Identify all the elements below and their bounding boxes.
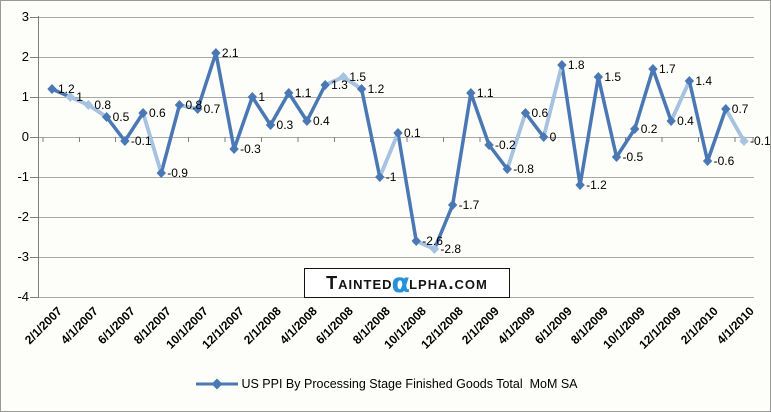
- data-label: 1.1: [476, 86, 494, 100]
- y-axis-tick-label: 0: [21, 129, 29, 144]
- data-label: 0.1: [404, 126, 421, 140]
- data-label: 0.4: [677, 114, 694, 128]
- data-label: -2.6: [422, 234, 443, 248]
- y-axis-tick-label: 3: [21, 9, 29, 24]
- y-axis-tick-label: -4: [17, 289, 29, 304]
- data-label: -0.1: [750, 134, 771, 148]
- data-label: 0.3: [276, 118, 294, 132]
- data-label: 0.5: [112, 110, 130, 124]
- data-label: 1.3: [331, 78, 348, 92]
- data-label: 0.8: [185, 98, 203, 112]
- data-label: -0.5: [622, 150, 644, 164]
- data-label: 1.1: [294, 86, 312, 100]
- watermark-text-suffix: lpha.com: [409, 273, 488, 293]
- y-axis-tick-label: 1: [21, 89, 29, 104]
- data-label: -1.7: [458, 198, 480, 212]
- y-axis-tick-label: 2: [21, 49, 29, 64]
- data-label: 1: [76, 90, 83, 104]
- data-label: 0.2: [640, 122, 658, 136]
- data-label: -0.1: [130, 134, 152, 148]
- data-label: -0.6: [713, 154, 735, 168]
- data-label: 0.8: [94, 98, 112, 112]
- data-label: 1.7: [658, 62, 676, 76]
- data-label: 0.4: [312, 114, 330, 128]
- data-label: 0.6: [531, 106, 549, 120]
- y-axis-tick-label: -1: [17, 169, 29, 184]
- data-label: 0.6: [149, 106, 166, 120]
- data-label: 1.4: [695, 74, 713, 88]
- data-label: -0.9: [167, 166, 188, 180]
- data-label: 0.7: [203, 102, 221, 116]
- watermark-logo: Tainted α lpha.com: [304, 268, 510, 298]
- data-label: -0.2: [495, 138, 516, 152]
- data-label: 1.2: [58, 82, 75, 96]
- data-label: 1.5: [349, 70, 367, 84]
- data-label: 1: [258, 90, 265, 104]
- legend: US PPI By Processing Stage Finished Good…: [1, 372, 770, 396]
- data-label: 0.7: [731, 102, 749, 116]
- y-axis-tick-label: -3: [17, 249, 29, 264]
- data-label: 1.8: [567, 58, 585, 72]
- y-axis-tick-label: -2: [17, 209, 29, 224]
- watermark-text-prefix: Tainted: [326, 273, 393, 293]
- data-label: 1.5: [604, 70, 621, 84]
- data-label: 2.1: [221, 46, 239, 60]
- data-label: -2.8: [440, 242, 462, 256]
- data-label: -0.8: [513, 162, 534, 176]
- data-label: -1.2: [586, 178, 607, 192]
- data-label: 0: [549, 130, 557, 144]
- data-label: 1.2: [367, 82, 385, 96]
- legend-series-label: US PPI By Processing Stage Finished Good…: [241, 377, 578, 391]
- data-label: -0.3: [240, 142, 261, 156]
- data-label: -1: [385, 170, 397, 184]
- legend-series-marker-icon: [195, 378, 239, 390]
